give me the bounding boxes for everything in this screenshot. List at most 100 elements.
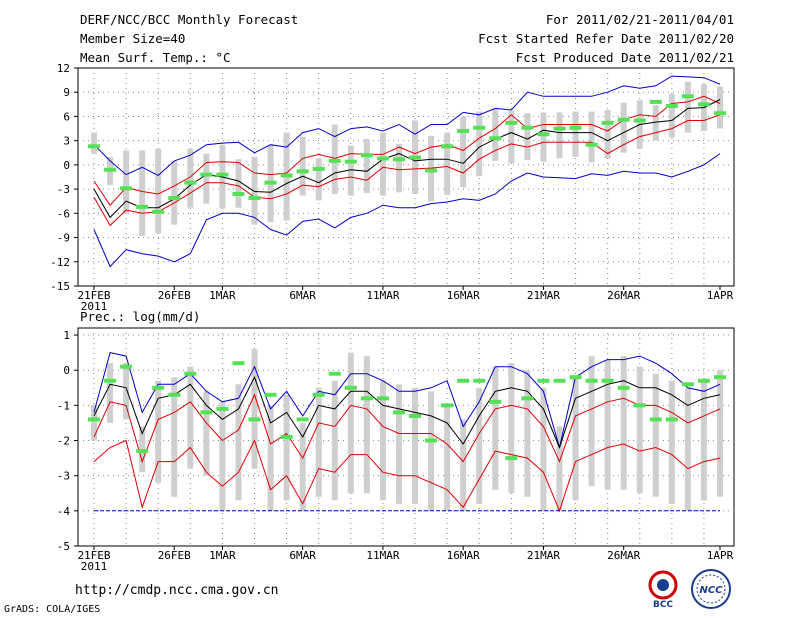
chart1-observed-mark <box>617 117 630 122</box>
chart2-spread-bar <box>620 356 627 490</box>
chart1-observed-mark <box>633 118 646 123</box>
chart1-ytick-label: -9 <box>57 232 70 245</box>
chart2-xtick-label: 16MAR <box>447 549 480 562</box>
chart1-spread-bar <box>139 150 146 236</box>
chart2-spread-bar <box>476 387 483 504</box>
chart2-xtick-label: 26FEB <box>158 549 191 562</box>
chart2-observed-mark <box>489 399 502 404</box>
chart2-observed-mark <box>344 385 357 390</box>
chart1-ytick-label: 12 <box>57 62 70 75</box>
chart2-spread-bar <box>604 359 611 490</box>
chart2-observed-mark <box>264 392 277 397</box>
chart2-spread-bar <box>652 373 659 497</box>
chart1-observed-mark <box>714 111 726 116</box>
chart1-spread-bar <box>347 145 354 196</box>
chart1-observed-mark <box>649 99 662 104</box>
grads-credit: GrADS: COLA/IGES <box>4 604 101 615</box>
chart1-observed-mark <box>120 186 133 191</box>
chart2-observed-mark <box>376 396 389 401</box>
chart1-xtick-label: 26FEB <box>158 289 191 302</box>
chart1-spread-bar <box>363 139 370 194</box>
chart1-observed-mark <box>296 169 309 174</box>
chart2-spread-bar <box>412 387 419 504</box>
chart2-line-upper <box>93 393 721 464</box>
ncc-logo-text: NCC <box>699 585 723 596</box>
chart1-line-lower-mid <box>93 114 721 227</box>
chart1-ytick-label: 3 <box>63 135 70 148</box>
chart1-observed-mark <box>409 155 422 160</box>
chart1-observed-mark <box>457 128 470 133</box>
chart1-spread-bar <box>524 113 531 161</box>
chart2-spread-bar <box>395 384 402 504</box>
chart2-observed-mark <box>392 410 405 415</box>
chart1-frame <box>77 67 735 287</box>
chart2-observed-mark <box>168 392 181 397</box>
chart2-ytick-label: -5 <box>57 540 70 553</box>
chart1-spread-bar <box>315 158 322 201</box>
chart2-observed-mark <box>553 378 566 383</box>
chart1-xtick-label: 6MAR <box>289 289 316 302</box>
forecast-period: For 2011/02/21-2011/04/01 <box>545 12 734 27</box>
chart1-line-mean <box>93 99 721 219</box>
chart2-spread-bar <box>251 349 258 469</box>
chart1-observed-mark <box>152 209 165 214</box>
chart1-observed-mark <box>168 195 181 200</box>
chart1-observed-mark <box>681 94 694 99</box>
chart1-observed-mark <box>601 120 614 125</box>
chart1-spread-bar <box>171 160 178 225</box>
chart1-observed-mark <box>441 144 454 149</box>
chart2-observed-mark <box>473 378 486 383</box>
chart1-line-upper-mid <box>93 95 721 207</box>
chart1-line-upper <box>93 75 721 177</box>
chart2-observed-mark <box>697 378 710 383</box>
chart1-spread-bar <box>251 156 258 225</box>
chart2-ytick-label: 0 <box>63 364 70 377</box>
chart1-observed-mark <box>473 125 486 130</box>
chart2-line-mean <box>93 375 721 449</box>
chart1-observed-mark <box>216 172 229 177</box>
chart2-observed-mark <box>200 410 213 415</box>
chart2-spread-bar <box>588 356 595 487</box>
chart-title: DERF/NCC/BCC Monthly Forecast <box>80 12 299 27</box>
chart2-observed-mark <box>457 378 470 383</box>
chart2-observed-mark <box>537 378 550 383</box>
chart2-spread-bar <box>379 380 386 501</box>
chart2-observed-mark <box>152 385 165 390</box>
chart1-spread-bar <box>620 102 627 153</box>
chart2-xtick-label: 21FEB <box>77 549 110 562</box>
chart2-ytick-label: -1 <box>57 399 70 412</box>
chart2-observed-mark <box>633 403 646 408</box>
chart1-spread-bar <box>572 111 579 157</box>
chart2-observed-mark <box>714 375 726 380</box>
chart2-observed-mark <box>585 378 598 383</box>
chart1-spread-bar <box>604 109 611 159</box>
chart1-spread-bar <box>187 148 194 208</box>
chart2-observed-mark <box>280 435 293 439</box>
chart1-observed-mark <box>665 103 678 108</box>
chart2-observed-mark <box>312 392 325 397</box>
chart2-observed-mark <box>649 417 662 422</box>
chart1-ytick-label: 6 <box>63 110 70 123</box>
chart2-spread-bar <box>700 380 707 501</box>
chart2-spread-bar <box>299 422 306 511</box>
chart2-spread-bar <box>91 405 97 441</box>
chart2-observed-mark <box>409 413 422 418</box>
chart1-spread-bar <box>91 132 97 154</box>
chart2-spread-bar <box>235 384 242 501</box>
chart2-observed-mark <box>296 417 309 422</box>
chart2-spread-bar <box>540 387 547 511</box>
chart2-spread-bar <box>556 426 563 511</box>
chart2-observed-mark <box>665 417 678 422</box>
chart2-observed-mark <box>328 371 341 376</box>
chart2-spread-bar <box>668 380 675 504</box>
chart2-spread-bar <box>347 352 354 494</box>
chart2-spread-bar <box>331 380 338 501</box>
chart2-line-max <box>93 352 721 448</box>
chart2-observed-mark <box>136 449 149 454</box>
chart2-observed-mark <box>232 361 245 366</box>
chart1-spread-bar <box>540 112 547 162</box>
source-url[interactable]: http://cmdp.ncc.cma.gov.cn <box>75 583 279 598</box>
chart2-observed-mark <box>521 396 534 401</box>
chart1-spread-bar <box>155 148 162 234</box>
chart1-observed-mark <box>425 168 438 173</box>
